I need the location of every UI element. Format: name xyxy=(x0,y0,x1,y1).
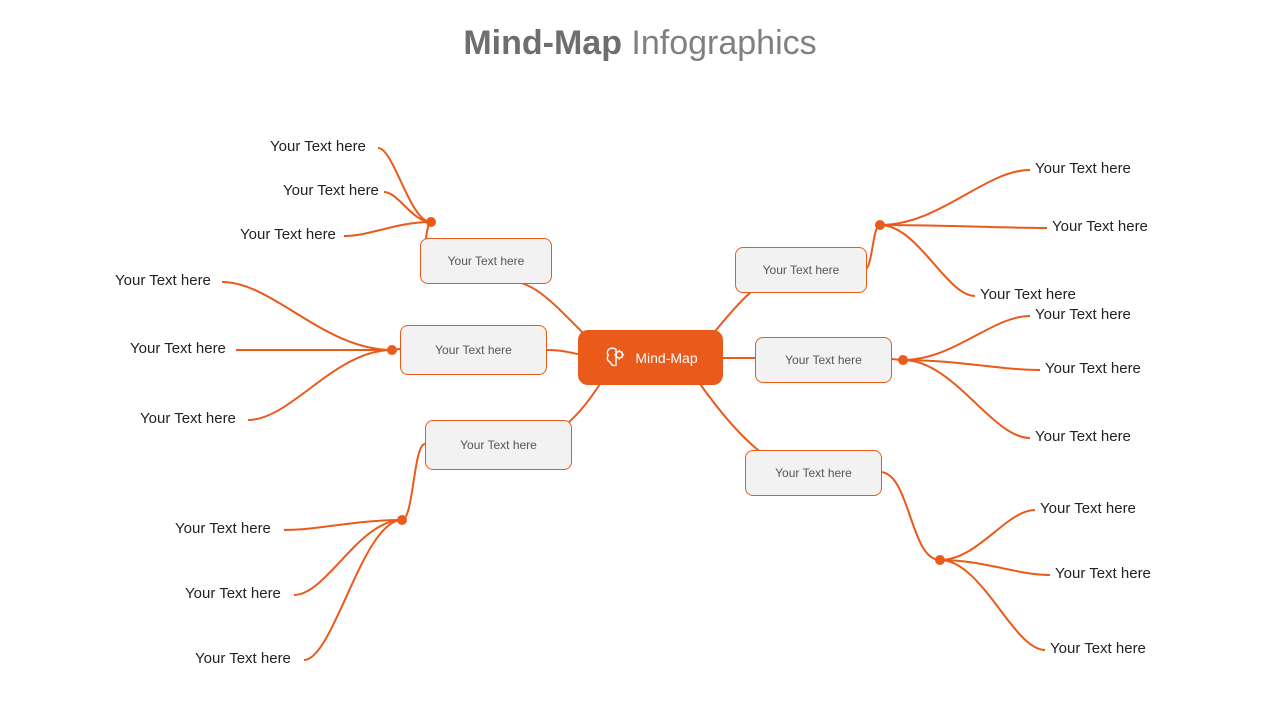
branch-box: Your Text here xyxy=(420,238,552,284)
branch-box: Your Text here xyxy=(735,247,867,293)
title-bold: Mind-Map xyxy=(463,24,622,62)
leaf-label: Your Text here xyxy=(185,585,281,602)
leaf-label: Your Text here xyxy=(1035,160,1131,177)
leaf-label: Your Text here xyxy=(1035,306,1131,323)
branch-box: Your Text here xyxy=(400,325,547,375)
leaf-label: Your Text here xyxy=(980,286,1076,303)
leaf-label: Your Text here xyxy=(175,520,271,537)
leaf-label: Your Text here xyxy=(1052,218,1148,235)
leaf-label: Your Text here xyxy=(1050,640,1146,657)
center-label: Mind-Map xyxy=(635,350,697,366)
branch-box: Your Text here xyxy=(745,450,882,496)
mindmap-stage: Mind-Map Infographics Your Text here Your… xyxy=(0,0,1280,720)
leaf-label: Your Text here xyxy=(240,226,336,243)
brain-idea-icon xyxy=(603,345,629,371)
branch-box: Your Text here xyxy=(755,337,892,383)
leaf-label: Your Text here xyxy=(1055,565,1151,582)
leaf-label: Your Text here xyxy=(195,650,291,667)
leaf-label: Your Text here xyxy=(140,410,236,427)
title-light: Infographics xyxy=(631,24,816,62)
leaf-label: Your Text here xyxy=(130,340,226,357)
center-node: Mind-Map xyxy=(578,330,723,385)
page-title: Mind-Map Infographics xyxy=(0,24,1280,63)
leaf-label: Your Text here xyxy=(1040,500,1136,517)
leaf-label: Your Text here xyxy=(1035,428,1131,445)
branch-box: Your Text here xyxy=(425,420,572,470)
leaf-label: Your Text here xyxy=(283,182,379,199)
leaf-label: Your Text here xyxy=(270,138,366,155)
leaf-label: Your Text here xyxy=(115,272,211,289)
leaf-label: Your Text here xyxy=(1045,360,1141,377)
